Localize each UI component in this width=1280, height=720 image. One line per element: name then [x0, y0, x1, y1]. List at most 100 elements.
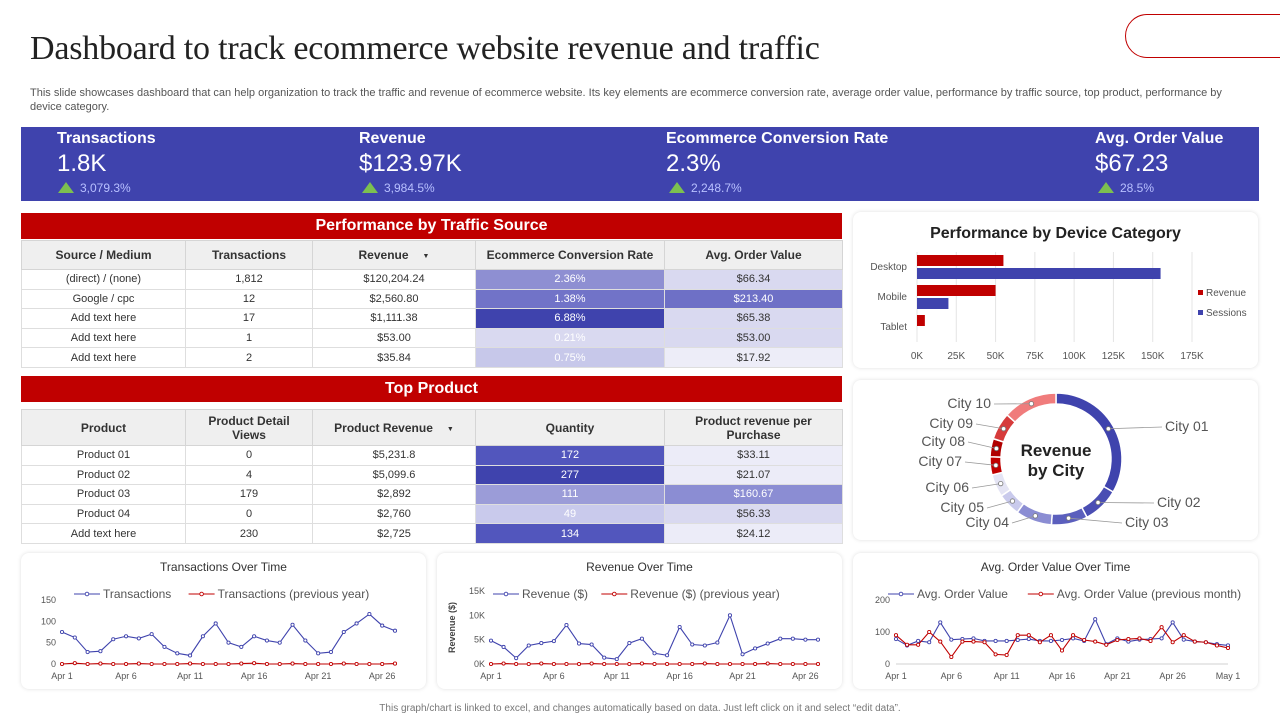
data-point [753, 661, 758, 667]
data-point [239, 644, 244, 649]
legend-marker [199, 591, 204, 597]
data-point [1093, 617, 1098, 622]
up-triangle-icon [58, 182, 74, 193]
data-point [927, 629, 932, 635]
data-point [905, 642, 910, 647]
series-line [61, 613, 396, 657]
data-point [303, 661, 308, 667]
data-point [1214, 643, 1219, 648]
column-header[interactable]: Transactions [185, 240, 313, 270]
leader-line [971, 483, 1001, 489]
sort-down-icon[interactable]: ▼ [446, 425, 454, 433]
y-tick-label: 5K [474, 635, 485, 645]
column-header[interactable]: Product Revenue ▼ [312, 409, 476, 446]
data-point [354, 661, 359, 667]
table-cell: Add text here [21, 327, 186, 349]
x-tick-label: May 1 [1216, 671, 1241, 681]
data-point [123, 661, 129, 667]
table-cell: $5,099.6 [312, 464, 476, 486]
x-tick-label: 50K [987, 351, 1005, 362]
data-point [702, 643, 707, 648]
table-cell: 4 [185, 464, 313, 486]
kpi-change-value: 28.5% [1120, 181, 1155, 195]
data-point [893, 633, 899, 638]
data-point [627, 661, 632, 667]
data-point [677, 624, 682, 630]
data-point [652, 661, 657, 667]
data-point [380, 623, 385, 628]
column-header[interactable]: Quantity [475, 409, 665, 446]
data-point [815, 637, 821, 642]
data-point [665, 661, 670, 667]
data-point [98, 649, 103, 654]
x-tick-label: Apr 21 [1104, 671, 1131, 681]
footer-note: This graph/chart is linked to excel, and… [379, 703, 901, 714]
data-point [252, 634, 257, 639]
column-header[interactable]: Product [21, 409, 186, 446]
bar-revenue [917, 285, 996, 296]
data-point [136, 636, 141, 641]
column-header[interactable]: Revenue ▼ [312, 240, 476, 270]
sort-down-icon[interactable]: ▼ [422, 253, 430, 260]
column-header[interactable]: Product Detail Views [185, 409, 313, 446]
data-point [551, 661, 556, 667]
kpi-change: 2,248.7% [669, 181, 742, 195]
up-triangle-icon [669, 182, 685, 193]
data-point [1148, 638, 1153, 644]
data-point [1115, 637, 1120, 643]
legend-label: Revenue [1206, 288, 1246, 299]
data-point [303, 638, 308, 643]
data-point [328, 650, 334, 655]
data-point [111, 637, 116, 642]
leader-line [986, 500, 1013, 509]
column-header[interactable]: Product revenue per Purchase [664, 409, 843, 446]
data-point [72, 661, 77, 666]
leader-line [1068, 517, 1123, 524]
column-header[interactable]: Avg. Order Value [664, 240, 843, 270]
table-row: Add text here 17 $1,111.38 6.88% $65.38 [21, 308, 843, 329]
table-cell: $53.00 [664, 327, 843, 349]
legend-swatch [1198, 310, 1203, 315]
category-label: Tablet [880, 322, 907, 333]
data-point [893, 636, 899, 642]
data-point [916, 638, 921, 644]
data-point [589, 661, 594, 666]
table-cell: $33.11 [664, 445, 843, 466]
leader-dot [998, 481, 1004, 487]
data-point [949, 637, 954, 642]
kpi-change: 28.5% [1098, 181, 1154, 195]
table-cell: $53.00 [312, 327, 476, 349]
legend-marker [1038, 591, 1044, 597]
table-cell: 134 [475, 523, 665, 544]
column-header[interactable]: Source / Medium [21, 240, 186, 270]
kpi-change: 3,079.3% [58, 181, 131, 195]
y-tick-label: 200 [875, 595, 890, 605]
data-point [971, 636, 976, 641]
slice-label: City 01 [1165, 418, 1209, 434]
data-point [1059, 637, 1065, 643]
leader-dot [993, 445, 1000, 452]
column-header[interactable]: Ecommerce Conversion Rate [475, 240, 665, 270]
data-point [85, 661, 90, 667]
x-tick-label: Apr 26 [1159, 671, 1186, 681]
data-point [213, 661, 218, 667]
data-point [1026, 636, 1031, 642]
data-point [765, 641, 770, 646]
data-point [927, 640, 932, 645]
data-point [226, 661, 231, 667]
transactions-over-time-chart: 0 50 100 150 Apr 1 Apr 6 Apr 11 Apr 16 Apr 21 Apr… [41, 587, 398, 681]
data-point [753, 646, 758, 651]
y-tick-label: 0 [885, 659, 890, 669]
legend-swatch [1198, 290, 1203, 295]
data-point [1137, 636, 1142, 641]
data-point [514, 656, 519, 661]
data-point [59, 629, 65, 635]
y-axis-label: Revenue ($) [447, 602, 457, 653]
data-point [188, 653, 193, 658]
data-point [501, 661, 506, 666]
data-point [1082, 637, 1087, 643]
leader-line [975, 423, 1004, 430]
table-cell: $2,760 [312, 503, 476, 525]
data-point [239, 661, 244, 666]
leader-line [967, 441, 997, 449]
